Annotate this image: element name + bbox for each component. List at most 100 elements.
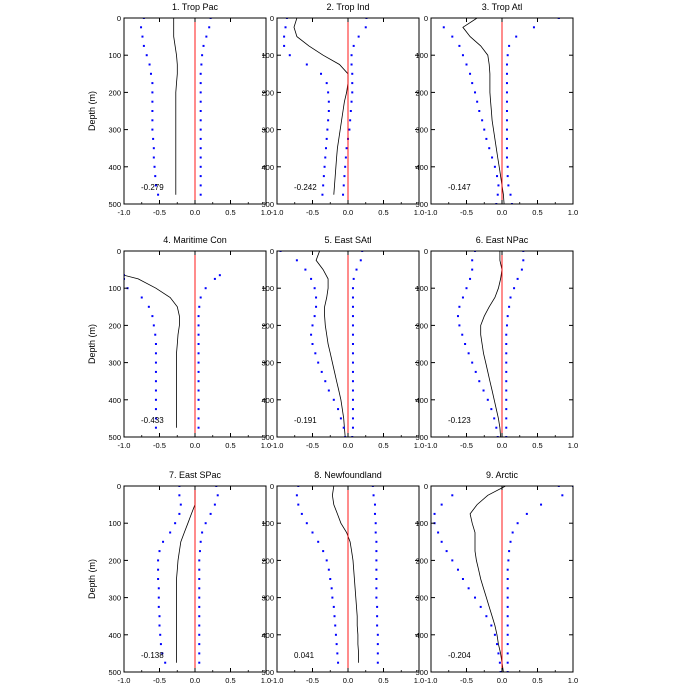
x-tick-label: -1.0 [271, 441, 284, 450]
lower-point [157, 605, 160, 608]
x-tick-label: 0.0 [343, 441, 353, 450]
y-tick-label: 300 [415, 359, 428, 368]
lower-point [329, 578, 332, 580]
y-tick-label: 200 [415, 321, 428, 330]
y-tick-label: 400 [415, 163, 428, 172]
upper-point [199, 165, 202, 168]
lower-point [433, 512, 436, 515]
plot-area [279, 251, 364, 437]
upper-point [342, 184, 345, 187]
upper-point [373, 512, 376, 515]
panel-title: 8. Newfoundland [314, 470, 382, 480]
upper-point [522, 259, 525, 262]
lower-point [154, 417, 157, 420]
upper-point [351, 408, 354, 411]
lower-point [154, 343, 157, 345]
upper-point [344, 165, 347, 168]
lower-point [283, 35, 286, 38]
upper-point [376, 643, 379, 646]
x-tick-label: 0.5 [532, 208, 542, 217]
lower-point [458, 305, 461, 308]
upper-point [204, 522, 207, 525]
upper-point [197, 315, 200, 318]
lower-point [495, 426, 498, 429]
panel-title: 2. Trop Ind [326, 2, 369, 12]
upper-point [351, 82, 354, 85]
lower-point [335, 643, 338, 646]
panel-value-label: -0.279 [141, 183, 164, 192]
upper-point [505, 426, 508, 429]
upper-point [199, 175, 202, 178]
panel-title: 4. Maritime Con [163, 235, 227, 245]
upper-point [516, 522, 519, 525]
lower-point [461, 333, 464, 336]
y-tick-label: 0 [117, 482, 121, 491]
upper-point [516, 277, 519, 280]
panel-4: 4. Maritime Con -1.0 -0.5 0.0 0.5 1.0 0 100 200 3… [87, 235, 271, 450]
lower-point [469, 277, 472, 280]
upper-point [198, 615, 201, 618]
lower-point [159, 643, 162, 646]
lower-point [465, 63, 468, 66]
x-tick-label: -0.5 [460, 441, 473, 450]
panel-value-label: -0.123 [448, 416, 471, 425]
y-tick-label: 200 [261, 88, 274, 97]
upper-point [199, 119, 202, 122]
mean-line [176, 486, 196, 663]
upper-point [204, 287, 207, 290]
x-tick-label: 1.0 [568, 676, 578, 685]
upper-point [201, 54, 204, 57]
upper-point [505, 91, 508, 94]
upper-point [197, 408, 200, 411]
lower-point [451, 35, 454, 38]
lower-point [325, 559, 328, 562]
lower-point [327, 568, 330, 571]
lower-point [479, 605, 482, 608]
lower-point [315, 296, 318, 299]
lower-point [161, 652, 164, 655]
upper-point [508, 305, 511, 308]
lower-point [313, 287, 316, 290]
upper-point [508, 44, 511, 47]
lower-point [321, 193, 324, 196]
upper-point [376, 661, 379, 664]
lower-point [327, 389, 330, 392]
lower-point [149, 72, 152, 75]
upper-point [199, 100, 202, 103]
upper-point [505, 110, 508, 112]
upper-point [209, 512, 212, 515]
upper-point [375, 596, 378, 599]
upper-point [198, 624, 201, 627]
y-tick-label: 300 [108, 594, 121, 603]
upper-point [372, 494, 375, 497]
upper-point [198, 661, 201, 664]
lower-point [153, 165, 156, 168]
x-tick-label: 0.0 [190, 676, 200, 685]
upper-point [532, 26, 535, 29]
lower-point [154, 184, 157, 187]
y-tick-label: 400 [108, 396, 121, 405]
upper-point [376, 605, 379, 608]
upper-point [506, 643, 509, 646]
y-tick-label: 300 [108, 359, 121, 368]
upper-point [506, 587, 509, 590]
lower-point [300, 512, 303, 515]
lower-point [178, 494, 181, 497]
y-tick-label: 300 [261, 594, 274, 603]
upper-point [505, 417, 508, 420]
lower-point [458, 324, 461, 327]
lower-point [485, 137, 488, 140]
y-tick-label: 0 [117, 247, 121, 256]
upper-point [199, 296, 202, 299]
y-tick-label: 0 [270, 14, 274, 23]
lower-point [147, 305, 150, 308]
y-tick-label: 500 [415, 200, 428, 209]
lower-point [154, 389, 157, 392]
y-tick-label: 400 [261, 396, 274, 405]
x-tick-label: 0.5 [378, 441, 388, 450]
upper-point [213, 503, 216, 506]
upper-point [351, 296, 354, 299]
x-tick-label: -0.5 [153, 441, 166, 450]
mean-line [173, 18, 178, 195]
lower-point [336, 652, 339, 655]
